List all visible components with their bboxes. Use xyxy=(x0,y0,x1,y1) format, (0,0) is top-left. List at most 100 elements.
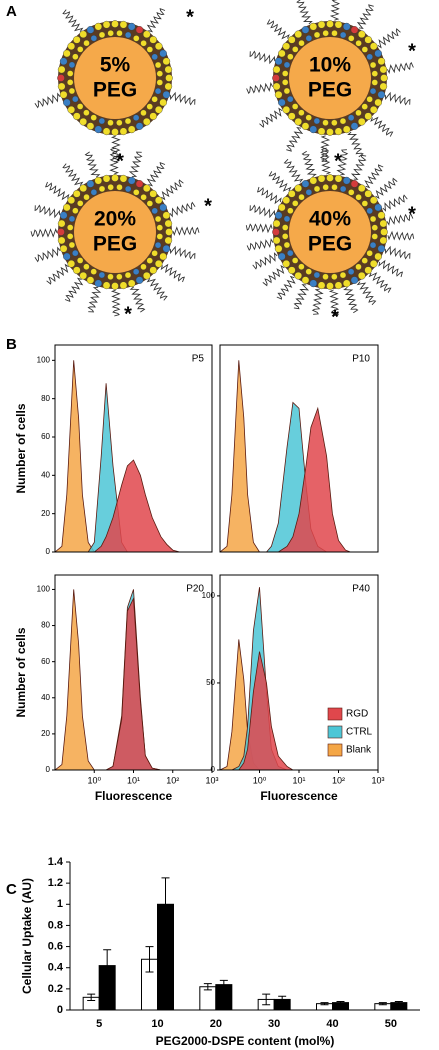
y-axis-label: Number of cells xyxy=(14,627,28,717)
lipid-head xyxy=(350,180,359,188)
lipid-head xyxy=(317,281,326,290)
lipid-head xyxy=(98,271,106,279)
lipid-head xyxy=(272,74,280,82)
core-label: 40% xyxy=(309,208,351,231)
peg-chain xyxy=(311,288,324,315)
error-bar xyxy=(278,995,287,1004)
lipid-head xyxy=(67,105,76,114)
peg-chain xyxy=(370,116,394,137)
histogram-area xyxy=(55,596,192,770)
lipid-head xyxy=(90,35,98,42)
lipid-head xyxy=(355,109,362,116)
lipid-head xyxy=(159,98,167,107)
lipid-head xyxy=(274,211,283,220)
peg-chain xyxy=(169,91,196,106)
error-bar xyxy=(103,949,112,982)
lipid-head xyxy=(165,74,173,82)
peg-chain xyxy=(319,135,331,163)
lipid-head xyxy=(322,184,329,191)
lipid-head xyxy=(102,127,111,136)
peg-chain xyxy=(87,286,102,313)
plot-frame xyxy=(54,344,213,553)
peg-chain xyxy=(378,259,404,278)
lipid-head xyxy=(142,184,151,193)
lipid-head xyxy=(73,36,81,44)
lipid-head xyxy=(374,49,382,58)
lipid-head xyxy=(313,271,321,279)
error-bar xyxy=(262,993,271,1006)
lipid-head xyxy=(132,268,140,275)
peg-chain xyxy=(109,147,120,175)
lipid-head xyxy=(309,176,318,185)
lipid-head xyxy=(154,105,163,114)
asterisk: * xyxy=(331,306,339,328)
peg-chain xyxy=(160,263,185,283)
lipid-head xyxy=(369,259,378,268)
lipid-head xyxy=(288,190,296,198)
lipid-head xyxy=(63,49,71,58)
lipid-head xyxy=(309,22,318,31)
peg-chain xyxy=(375,177,398,200)
x-axis-label: Fluorescence xyxy=(95,789,173,803)
lipid-head xyxy=(305,35,313,42)
lipid-head xyxy=(292,46,299,53)
histogram-area xyxy=(55,360,192,552)
lipid-head xyxy=(154,241,162,249)
lipid-head xyxy=(361,103,368,110)
lipid-head xyxy=(366,207,373,215)
lipid-head xyxy=(361,257,368,264)
lipid-head xyxy=(278,49,286,58)
peg-chain xyxy=(384,245,411,260)
lipid-head xyxy=(111,174,119,182)
lipid-head xyxy=(164,82,173,91)
lipid-head xyxy=(288,266,296,274)
lipid-head xyxy=(371,224,378,231)
lipid-head xyxy=(149,266,157,274)
lipid-head xyxy=(142,30,151,39)
lipid-head xyxy=(288,112,296,120)
subplot-title: P5 xyxy=(192,354,205,365)
lipid-head xyxy=(140,263,147,270)
lipid-head xyxy=(282,70,289,77)
lipid-head xyxy=(379,82,388,91)
lipid-head xyxy=(309,279,318,288)
lipid-head xyxy=(98,31,106,39)
lipid-head xyxy=(135,276,144,284)
lipid-head xyxy=(326,174,334,182)
lipid-head xyxy=(79,30,88,39)
lipid-head xyxy=(119,281,128,290)
lipid-head xyxy=(94,22,103,31)
panel-label: B xyxy=(6,336,17,353)
x-tick-label: 10³ xyxy=(371,775,384,785)
lipid-head xyxy=(83,40,90,47)
lipid-head xyxy=(164,219,173,228)
lipid-head xyxy=(369,196,378,205)
lipid-head xyxy=(274,57,283,66)
peg-chain xyxy=(386,213,414,226)
lipid-head xyxy=(90,268,97,275)
peg-chain xyxy=(328,289,340,317)
lipid-head xyxy=(298,40,305,47)
y-tick-label: 40 xyxy=(41,693,50,702)
lipid-head xyxy=(313,117,321,125)
lipid-head xyxy=(111,128,119,136)
peg-chain xyxy=(336,149,349,176)
asterisk: * xyxy=(204,195,212,217)
lipid-head xyxy=(165,228,173,236)
lipid-head xyxy=(292,200,299,207)
lipid-head xyxy=(377,57,386,66)
lipid-head xyxy=(57,228,65,236)
lipid-head xyxy=(67,42,76,51)
lipid-head xyxy=(63,203,71,212)
lipid-head xyxy=(73,266,81,274)
lipid-head xyxy=(357,117,366,126)
lipid-head xyxy=(294,184,303,193)
lipid-head xyxy=(68,215,76,223)
peg-chain xyxy=(34,92,61,109)
lipid-head xyxy=(287,207,294,214)
lipid-head xyxy=(72,53,79,60)
legend-swatch xyxy=(327,707,343,721)
x-tick-label: 20 xyxy=(210,1018,222,1030)
legend-label: RGD xyxy=(346,709,368,720)
lipid-head xyxy=(57,65,66,74)
